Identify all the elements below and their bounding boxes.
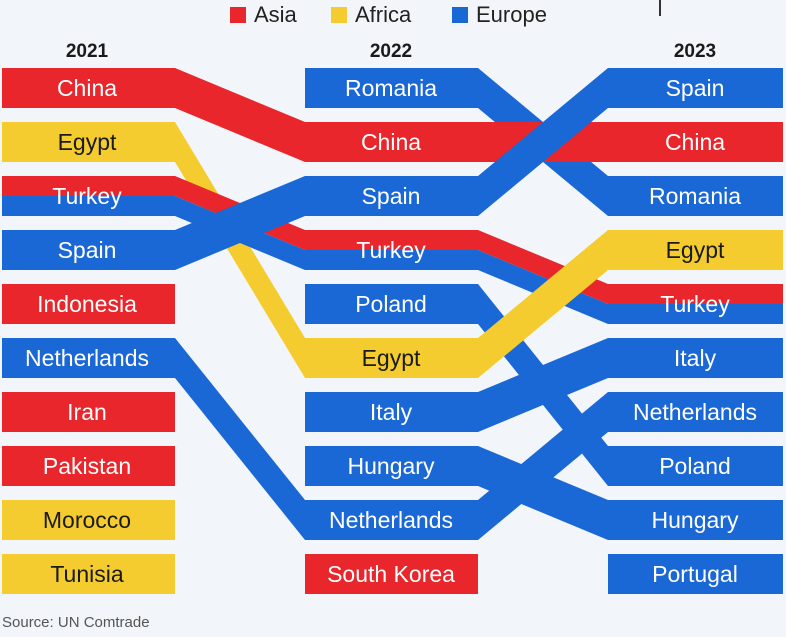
box-spain-2023 xyxy=(608,68,783,108)
box-netherlands-2023 xyxy=(608,392,783,432)
ribbon-spain-2022-2023 xyxy=(438,68,648,216)
label-egypt-2021: Egypt xyxy=(58,129,117,155)
box-china-2023 xyxy=(608,122,783,162)
label-morocco-2021: Morocco xyxy=(43,507,131,533)
box-iran-2021 xyxy=(2,392,175,432)
label-poland-2022: Poland xyxy=(355,291,427,317)
box-tunisia-2021 xyxy=(2,554,175,594)
label-italy-2022: Italy xyxy=(370,399,413,425)
label-tunisia-2021: Tunisia xyxy=(50,561,123,587)
legend-label-africa: Africa xyxy=(355,2,412,27)
box-turkey-2022-top xyxy=(305,230,478,250)
box-china-2021 xyxy=(2,68,175,108)
ribbon-italy-2022-2023 xyxy=(438,338,648,432)
column-header-2023: 2023 xyxy=(674,41,716,62)
box-indonesia-2021 xyxy=(2,284,175,324)
box-romania-2023 xyxy=(608,176,783,216)
box-egypt-2022 xyxy=(305,338,478,378)
label-china-2021: China xyxy=(57,75,117,101)
ribbon-netherlands-2022-2023 xyxy=(438,392,648,540)
box-hungary-2022 xyxy=(305,446,478,486)
box-pakistan-2021 xyxy=(2,446,175,486)
label-portugal-2023: Portugal xyxy=(652,561,738,587)
box-china-2022 xyxy=(305,122,478,162)
label-poland-2023: Poland xyxy=(659,453,731,479)
label-china-2022: China xyxy=(361,129,421,155)
label-netherlands-2021: Netherlands xyxy=(25,345,149,371)
box-turkey-2021-top xyxy=(2,176,175,196)
label-hungary-2022: Hungary xyxy=(348,453,435,479)
label-hungary-2023: Hungary xyxy=(652,507,739,533)
label-spain-2021: Spain xyxy=(58,237,117,263)
box-morocco-2021 xyxy=(2,500,175,540)
label-indonesia-2021: Indonesia xyxy=(37,291,137,317)
legend-swatch-europe xyxy=(452,7,468,23)
box-turkey-2021-bottom xyxy=(2,196,175,216)
box-poland-2022 xyxy=(305,284,478,324)
box-netherlands-2022 xyxy=(305,500,478,540)
label-romania-2022: Romania xyxy=(345,75,437,101)
label-iran-2021: Iran xyxy=(67,399,107,425)
box-netherlands-2021 xyxy=(2,338,175,378)
legend: Asia Africa Europe xyxy=(0,0,786,28)
label-italy-2023: Italy xyxy=(674,345,717,371)
label-china-2023: China xyxy=(665,129,725,155)
decorative-tick xyxy=(659,0,661,16)
box-turkey-2023-top xyxy=(608,284,783,304)
box-egypt-2021 xyxy=(2,122,175,162)
ribbon-egypt-2021-2022 xyxy=(135,122,345,378)
label-egypt-2022: Egypt xyxy=(362,345,421,371)
label-romania-2023: Romania xyxy=(649,183,741,209)
legend-label-europe: Europe xyxy=(476,2,547,27)
legend-label-asia: Asia xyxy=(254,2,297,27)
ribbon-turkey-2022-2023-top xyxy=(438,230,648,304)
box-poland-2023 xyxy=(608,446,783,486)
source-note: Source: UN Comtrade xyxy=(2,614,150,631)
box-hungary-2023 xyxy=(608,500,783,540)
box-italy-2023 xyxy=(608,338,783,378)
ribbon-china-2021-2022 xyxy=(135,68,345,162)
label-netherlands-2023: Netherlands xyxy=(633,399,757,425)
legend-item-europe: Europe xyxy=(452,2,547,28)
label-spain-2022: Spain xyxy=(362,183,421,209)
legend-swatch-asia xyxy=(230,7,246,23)
label-turkey-2023: Turkey xyxy=(660,291,730,317)
bump-chart: 2021 2022 2023 China Egypt Turkey Spain Indones… xyxy=(2,41,783,594)
box-spain-2021 xyxy=(2,230,175,270)
column-header-2021: 2021 xyxy=(66,41,109,62)
label-pakistan-2021: Pakistan xyxy=(43,453,131,479)
ribbon-egypt-2022-2023 xyxy=(438,230,648,378)
label-egypt-2023: Egypt xyxy=(666,237,725,263)
label-spain-2023: Spain xyxy=(666,75,725,101)
legend-item-africa: Africa xyxy=(331,2,411,28)
label-turkey-2021: Turkey xyxy=(52,183,122,209)
box-portugal-2023 xyxy=(608,554,783,594)
box-romania-2022 xyxy=(305,68,478,108)
box-spain-2022 xyxy=(305,176,478,216)
legend-swatch-africa xyxy=(331,7,347,23)
ribbon-hungary-2022-2023 xyxy=(438,446,648,540)
box-south-korea-2022 xyxy=(305,554,478,594)
legend-item-asia: Asia xyxy=(230,2,297,28)
column-header-2022: 2022 xyxy=(370,41,412,62)
box-turkey-2022-bottom xyxy=(305,250,478,270)
box-italy-2022 xyxy=(305,392,478,432)
ribbon-netherlands-2021-2022 xyxy=(135,338,345,540)
box-turkey-2023-bottom xyxy=(608,304,783,324)
label-turkey-2022: Turkey xyxy=(356,237,426,263)
box-egypt-2023 xyxy=(608,230,783,270)
label-netherlands-2022: Netherlands xyxy=(329,507,453,533)
label-south-korea-2022: South Korea xyxy=(327,561,455,587)
ribbon-spain-2021-2022 xyxy=(135,176,345,270)
